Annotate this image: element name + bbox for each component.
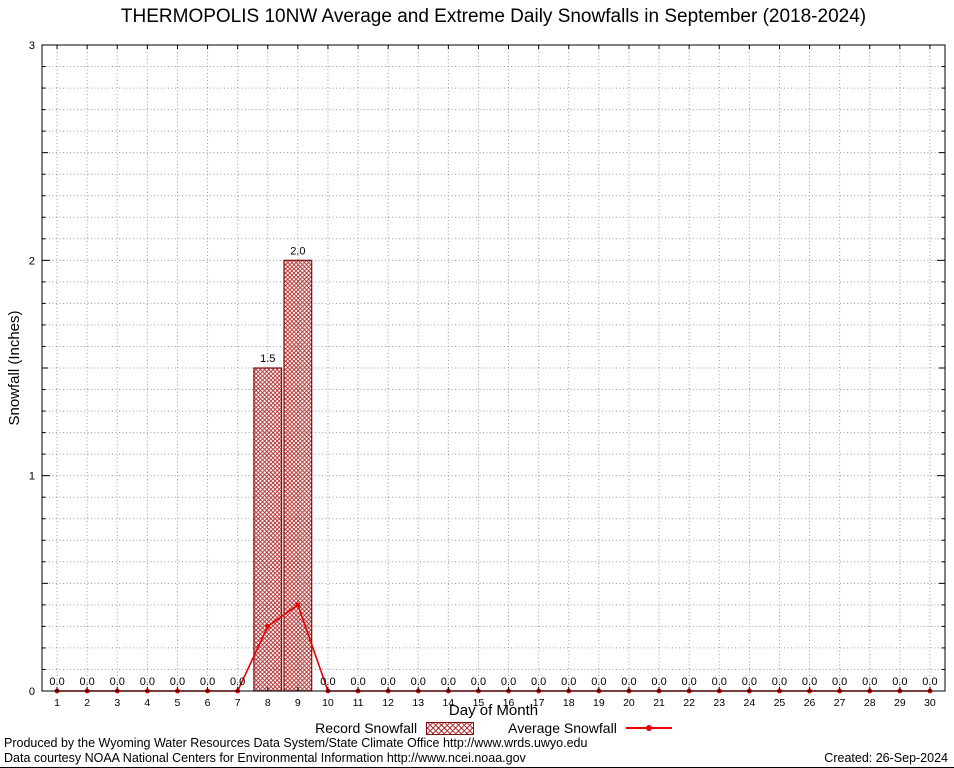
svg-text:0.0: 0.0 [651,676,666,688]
svg-text:11: 11 [353,697,364,709]
svg-text:15: 15 [473,697,485,709]
svg-text:12: 12 [382,697,394,709]
svg-text:28: 28 [864,697,876,709]
svg-text:0.0: 0.0 [441,676,456,688]
svg-text:25: 25 [774,697,786,709]
svg-text:29: 29 [894,697,906,709]
svg-text:5: 5 [175,697,181,709]
svg-text:0.0: 0.0 [230,676,245,688]
svg-text:1: 1 [29,471,35,483]
y-axis-label: Snowfall (Inches) [6,310,23,426]
created-date: Created: 26-Sep-2024 [824,751,948,765]
svg-text:2: 2 [29,255,35,267]
svg-text:0.0: 0.0 [862,676,877,688]
svg-text:0.0: 0.0 [110,676,125,688]
svg-text:0.0: 0.0 [471,676,486,688]
svg-text:0.0: 0.0 [170,676,185,688]
svg-text:0.0: 0.0 [621,676,636,688]
svg-text:0.0: 0.0 [140,676,155,688]
svg-text:0.0: 0.0 [531,676,546,688]
svg-text:2: 2 [84,697,90,709]
svg-text:1: 1 [54,697,60,709]
svg-text:2.0: 2.0 [290,245,305,257]
svg-text:3: 3 [29,40,35,52]
svg-text:0.0: 0.0 [712,676,727,688]
svg-text:21: 21 [653,697,665,709]
svg-text:19: 19 [593,697,605,709]
svg-text:0.0: 0.0 [411,676,426,688]
svg-text:13: 13 [412,697,424,709]
svg-text:0.0: 0.0 [320,676,335,688]
svg-text:0.0: 0.0 [200,676,215,688]
svg-text:0.0: 0.0 [381,676,396,688]
svg-text:0.0: 0.0 [80,676,95,688]
svg-text:0.0: 0.0 [561,676,576,688]
x-axis-label: Day of Month [448,702,539,719]
svg-text:23: 23 [713,697,725,709]
footer-data-courtesy: Data courtesy NOAA National Centers for … [4,751,526,765]
svg-text:10: 10 [322,697,334,709]
svg-text:18: 18 [563,697,575,709]
svg-text:0.0: 0.0 [49,676,64,688]
svg-text:0.0: 0.0 [832,676,847,688]
svg-text:26: 26 [804,697,816,709]
svg-text:0.0: 0.0 [682,676,697,688]
svg-text:0.0: 0.0 [742,676,757,688]
svg-text:14: 14 [443,697,455,709]
svg-text:0: 0 [29,686,35,698]
svg-text:22: 22 [683,697,695,709]
svg-text:4: 4 [144,697,150,709]
svg-text:20: 20 [623,697,635,709]
legend-item-record: Record Snowfall [315,720,475,736]
svg-text:3: 3 [114,697,120,709]
svg-text:30: 30 [924,697,936,709]
svg-text:16: 16 [503,697,515,709]
chart-legend: Record Snowfall Average Snowfall [42,720,945,736]
svg-text:0.0: 0.0 [350,676,365,688]
svg-text:8: 8 [265,697,271,709]
svg-text:0.0: 0.0 [922,676,937,688]
legend-average-marker-icon [645,725,652,731]
svg-text:27: 27 [834,697,846,709]
chart-title: THERMOPOLIS 10NW Average and Extreme Dai… [120,6,867,27]
svg-text:24: 24 [744,697,756,709]
legend-average-label: Average Snowfall [508,720,617,736]
svg-text:0.0: 0.0 [772,676,787,688]
svg-text:9: 9 [295,697,301,709]
svg-text:0.0: 0.0 [501,676,516,688]
svg-text:17: 17 [533,697,545,709]
svg-text:0.0: 0.0 [802,676,817,688]
legend-item-average: Average Snowfall [508,720,672,736]
footer-produced-by: Produced by the Wyoming Water Resources … [4,736,588,750]
svg-text:1.5: 1.5 [260,353,275,365]
legend-average-swatch [625,725,672,731]
svg-text:6: 6 [205,697,211,709]
legend-record-label: Record Snowfall [315,720,418,736]
svg-text:7: 7 [235,697,241,709]
legend-record-swatch [426,721,475,735]
svg-text:0.0: 0.0 [591,676,606,688]
svg-text:0.0: 0.0 [892,676,907,688]
